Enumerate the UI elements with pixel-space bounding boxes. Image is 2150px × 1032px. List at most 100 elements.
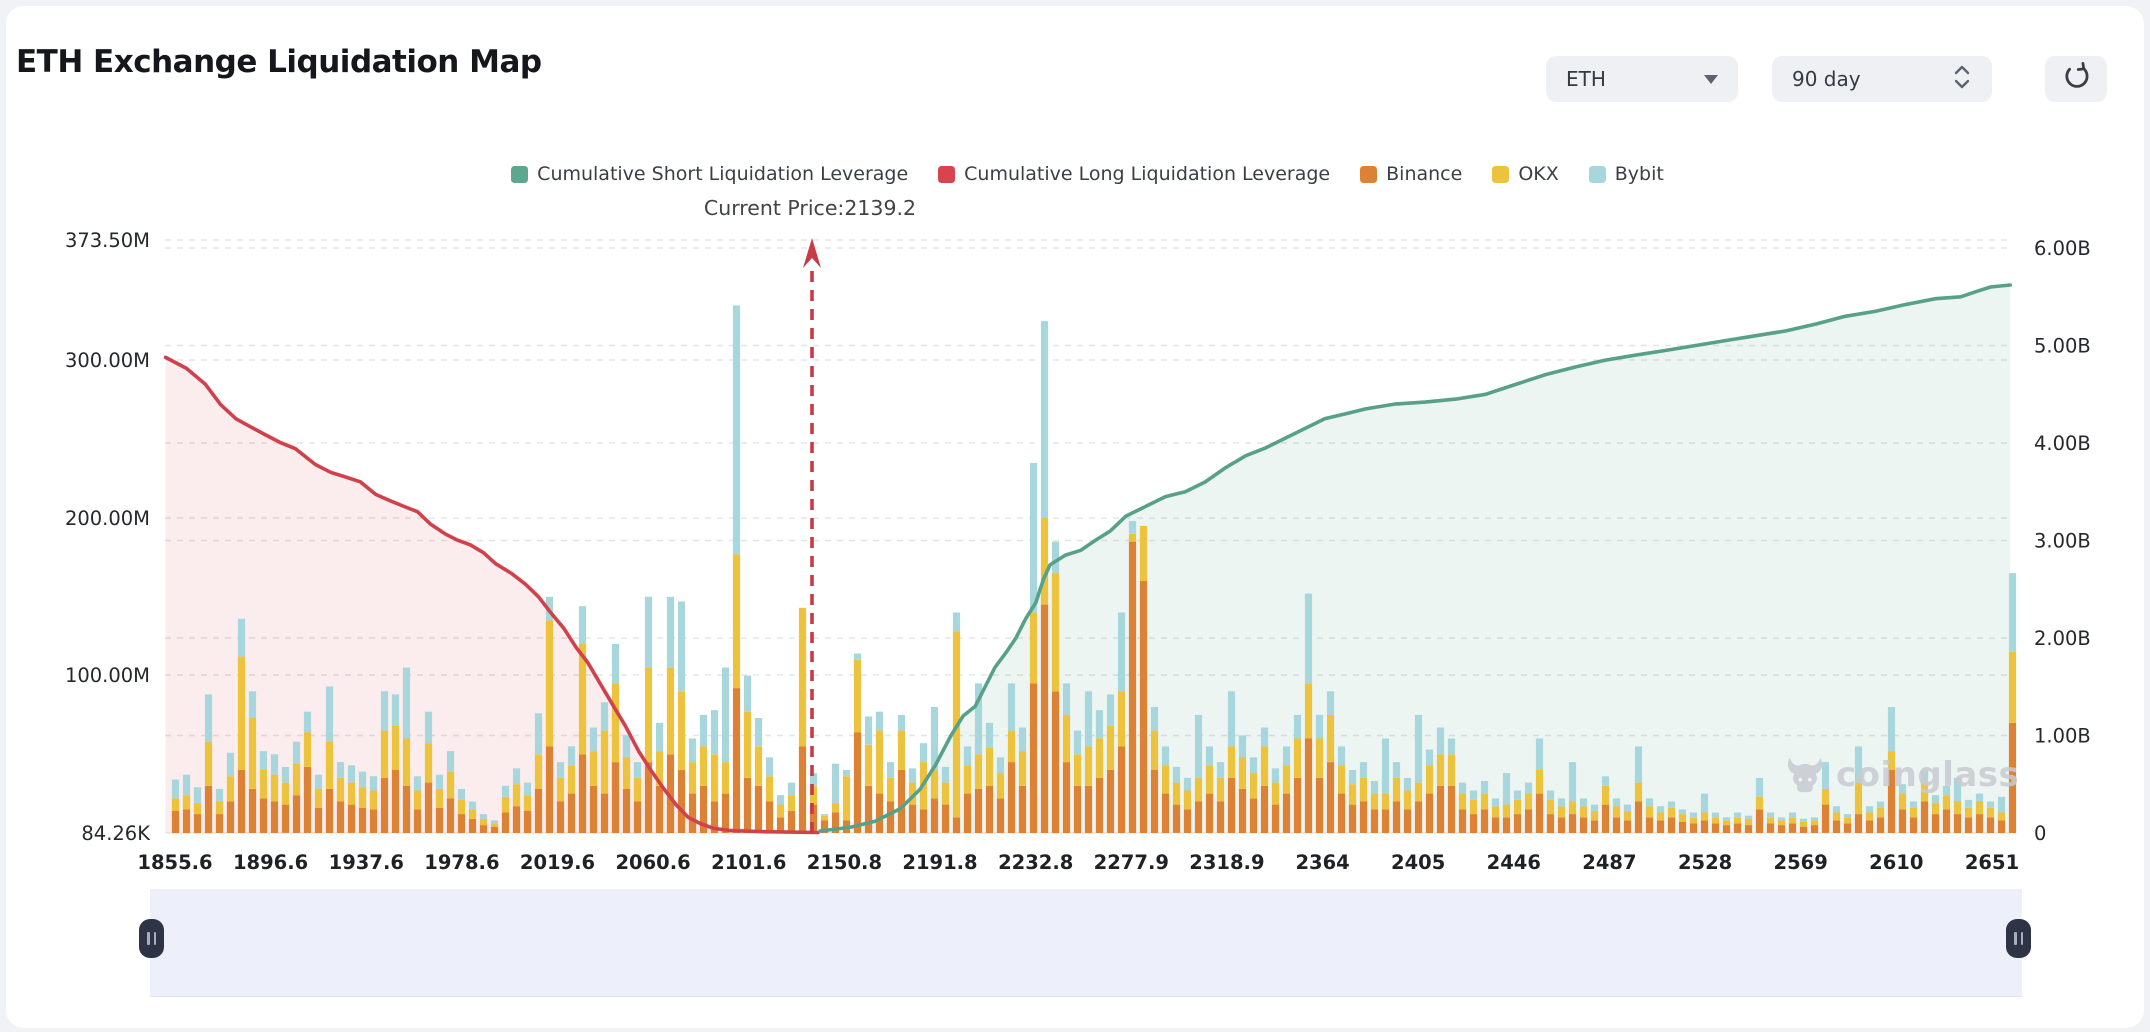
bar-segment-binance bbox=[688, 793, 697, 833]
bar-segment-okx bbox=[633, 777, 642, 802]
range-handle-right[interactable] bbox=[2006, 919, 2031, 958]
bar-segment-bybit bbox=[908, 768, 917, 783]
bar-segment-okx bbox=[1227, 746, 1236, 778]
bar-segment-binance bbox=[1590, 820, 1599, 833]
bar-segment-okx bbox=[1238, 757, 1247, 789]
bar-segment-binance bbox=[567, 793, 576, 833]
cumulative-area bbox=[820, 285, 2011, 833]
bar-segment-binance bbox=[1513, 814, 1522, 833]
bar-segment-bybit bbox=[380, 691, 389, 731]
bar-segment-okx bbox=[1161, 765, 1170, 794]
bar-segment-binance bbox=[1172, 804, 1181, 833]
bar-segment-binance bbox=[622, 788, 631, 833]
legend-item-3[interactable]: OKX bbox=[1492, 163, 1559, 185]
bar-segment-okx bbox=[468, 809, 477, 819]
bar-segment-okx bbox=[1282, 765, 1291, 794]
bar-segment-okx bbox=[1865, 812, 1874, 821]
bar-segment-binance bbox=[1018, 785, 1027, 834]
bar-segment-bybit bbox=[1348, 770, 1357, 785]
bar-segment-bybit bbox=[644, 596, 653, 668]
bar-segment-bybit bbox=[424, 711, 433, 744]
bar-segment-binance bbox=[424, 782, 433, 833]
x-axis-tick: 1978.6 bbox=[424, 851, 499, 874]
bar-segment-bybit bbox=[1205, 746, 1214, 766]
legend-item-0[interactable]: Cumulative Short Liquidation Leverage bbox=[511, 163, 908, 185]
bar-segment-okx bbox=[1953, 801, 1962, 815]
bar-segment-binance bbox=[215, 814, 224, 833]
bar-segment-okx bbox=[578, 644, 587, 755]
bar-segment-binance bbox=[248, 788, 257, 833]
bar-segment-okx bbox=[1095, 738, 1104, 778]
bar-segment-okx bbox=[1447, 754, 1456, 786]
bar-segment-bybit bbox=[1150, 707, 1159, 731]
bar-segment-okx bbox=[1568, 801, 1577, 815]
x-axis-tick: 2651 bbox=[1965, 851, 2019, 874]
bar-segment-binance bbox=[600, 793, 609, 833]
bar-segment-binance bbox=[1964, 817, 1973, 834]
bar-segment-okx bbox=[1733, 817, 1742, 824]
bar-segment-bybit bbox=[1007, 683, 1016, 731]
bar-segment-okx bbox=[171, 798, 180, 811]
bar-segment-binance bbox=[1854, 814, 1863, 833]
bar-segment-okx bbox=[1205, 765, 1214, 794]
bar-segment-binance bbox=[1073, 785, 1082, 834]
bar-segment-bybit bbox=[1282, 746, 1291, 766]
range-selector-track[interactable] bbox=[150, 889, 2022, 997]
bar-segment-binance bbox=[1491, 817, 1500, 834]
bar-segment-bybit bbox=[1799, 818, 1808, 822]
legend-item-4[interactable]: Bybit bbox=[1588, 163, 1664, 185]
bar-segment-binance bbox=[1997, 820, 2006, 833]
bar-segment-binance bbox=[171, 811, 180, 834]
bar-segment-binance bbox=[457, 814, 466, 833]
bar-segment-bybit bbox=[809, 773, 818, 786]
bar-segment-okx bbox=[1293, 738, 1302, 778]
bar-segment-bybit bbox=[963, 746, 972, 766]
bar-segment-bybit bbox=[193, 787, 202, 804]
right-axis-tick: 6.00B bbox=[2034, 237, 2091, 260]
bar-segment-bybit bbox=[1843, 814, 1852, 818]
bar-segment-okx bbox=[1348, 784, 1357, 805]
bar-segment-bybit bbox=[182, 774, 191, 796]
symbol-select[interactable]: ETH bbox=[1546, 56, 1738, 102]
bar-segment-bybit bbox=[1711, 812, 1720, 818]
x-axis-tick: 2060.6 bbox=[615, 851, 690, 874]
bar-segment-binance bbox=[930, 798, 939, 833]
bar-segment-bybit bbox=[1337, 746, 1346, 766]
period-select[interactable]: 90 day bbox=[1772, 56, 1992, 102]
caret-down-icon bbox=[1704, 74, 1718, 84]
bar-segment-bybit bbox=[1370, 781, 1379, 794]
bar-segment-okx bbox=[369, 790, 378, 810]
bar-segment-okx bbox=[270, 774, 279, 802]
bar-segment-bybit bbox=[1667, 801, 1676, 808]
bar-segment-bybit bbox=[842, 770, 851, 777]
bar-segment-binance bbox=[1876, 817, 1885, 834]
bar-segment-bybit bbox=[611, 644, 620, 684]
legend-item-2[interactable]: Binance bbox=[1360, 163, 1462, 185]
bar-segment-okx bbox=[776, 804, 785, 818]
range-handle-left[interactable] bbox=[139, 919, 164, 958]
bar-segment-binance bbox=[1425, 793, 1434, 833]
bar-segment-okx bbox=[666, 667, 675, 755]
bar-segment-bybit bbox=[534, 713, 543, 755]
bar-segment-bybit bbox=[1326, 691, 1335, 715]
bar-segment-okx bbox=[512, 784, 521, 807]
bar-segment-okx bbox=[380, 730, 389, 778]
bar-segment-okx bbox=[1414, 782, 1423, 802]
bar-segment-okx bbox=[1381, 793, 1390, 810]
bar-segment-bybit bbox=[1227, 691, 1236, 747]
bar-segment-okx bbox=[1656, 812, 1665, 821]
bar-segment-bybit bbox=[853, 653, 862, 660]
bar-segment-bybit bbox=[1898, 784, 1907, 794]
bar-segment-binance bbox=[1623, 820, 1632, 833]
bar-segment-bybit bbox=[1953, 777, 1962, 802]
x-axis-tick: 2277.9 bbox=[1094, 851, 1169, 874]
legend-item-1[interactable]: Cumulative Long Liquidation Leverage bbox=[938, 163, 1330, 185]
bar-segment-binance bbox=[1216, 801, 1225, 833]
bar-segment-binance bbox=[1084, 785, 1093, 834]
bar-segment-binance bbox=[919, 809, 928, 833]
refresh-button[interactable] bbox=[2045, 56, 2107, 102]
bar-segment-okx bbox=[248, 718, 257, 789]
bar-segment-bybit bbox=[567, 746, 576, 766]
bar-segment-binance bbox=[1007, 762, 1016, 833]
